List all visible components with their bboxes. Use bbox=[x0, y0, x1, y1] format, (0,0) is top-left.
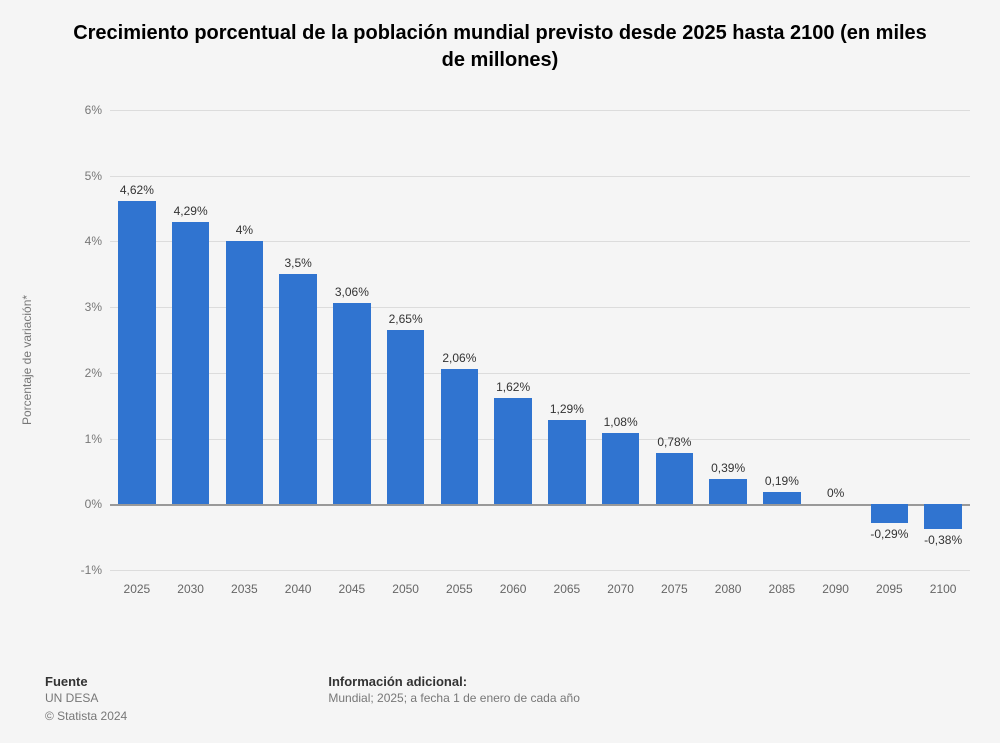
bar-value-label: 2,65% bbox=[389, 312, 423, 326]
chart-bar bbox=[333, 303, 371, 504]
x-tick: 2040 bbox=[285, 582, 312, 596]
chart-plot: -1%0%1%2%3%4%5%6%4,62%20254,29%20304%203… bbox=[110, 110, 970, 570]
bar-value-label: -0,38% bbox=[924, 533, 962, 547]
bar-value-label: -0,29% bbox=[870, 527, 908, 541]
footer-info-text: Mundial; 2025; a fecha 1 de enero de cad… bbox=[328, 689, 580, 707]
bar-value-label: 1,62% bbox=[496, 380, 530, 394]
chart-bar bbox=[602, 433, 640, 504]
x-tick: 2095 bbox=[876, 582, 903, 596]
chart-title: Crecimiento porcentual de la población m… bbox=[0, 0, 1000, 84]
chart-bar bbox=[656, 453, 694, 504]
y-tick: 5% bbox=[85, 169, 102, 183]
chart-bar bbox=[172, 222, 210, 504]
y-tick: 2% bbox=[85, 366, 102, 380]
chart-bar bbox=[709, 479, 747, 505]
y-tick: 4% bbox=[85, 234, 102, 248]
zero-line bbox=[110, 504, 970, 506]
chart-bar bbox=[441, 369, 479, 504]
x-tick: 2050 bbox=[392, 582, 419, 596]
chart-bar bbox=[118, 201, 156, 505]
bar-value-label: 0,39% bbox=[711, 461, 745, 475]
bar-value-label: 1,08% bbox=[604, 415, 638, 429]
x-tick: 2070 bbox=[607, 582, 634, 596]
x-tick: 2030 bbox=[177, 582, 204, 596]
chart-bar bbox=[494, 398, 532, 504]
grid-line bbox=[110, 110, 970, 111]
y-tick: 0% bbox=[85, 497, 102, 511]
x-tick: 2090 bbox=[822, 582, 849, 596]
y-tick: 3% bbox=[85, 300, 102, 314]
y-tick: 1% bbox=[85, 432, 102, 446]
x-tick: 2085 bbox=[769, 582, 796, 596]
bar-value-label: 4% bbox=[236, 223, 253, 237]
bar-value-label: 0% bbox=[827, 486, 844, 500]
x-tick: 2100 bbox=[930, 582, 957, 596]
x-tick: 2060 bbox=[500, 582, 527, 596]
chart-bar bbox=[226, 241, 264, 504]
x-tick: 2035 bbox=[231, 582, 258, 596]
x-tick: 2055 bbox=[446, 582, 473, 596]
y-axis-label: Porcentaje de variación* bbox=[20, 295, 34, 425]
footer-source-heading: Fuente bbox=[45, 674, 88, 689]
chart-bar bbox=[924, 504, 962, 529]
bar-value-label: 0,78% bbox=[657, 435, 691, 449]
footer-info-heading: Información adicional: bbox=[328, 674, 467, 689]
chart-footer: Fuente UN DESA © Statista 2024 Informaci… bbox=[45, 674, 955, 725]
grid-line bbox=[110, 176, 970, 177]
footer-copyright: © Statista 2024 bbox=[45, 707, 325, 725]
grid-line bbox=[110, 570, 970, 571]
bar-value-label: 3,5% bbox=[284, 256, 311, 270]
bar-value-label: 3,06% bbox=[335, 285, 369, 299]
chart-bar bbox=[279, 274, 317, 504]
chart-bar bbox=[548, 420, 586, 505]
bar-value-label: 4,29% bbox=[174, 204, 208, 218]
chart-area: -1% 0% 1% 2% 3% 4% 5% 6% 4,62% 2025 4,29% 2030 4% 203… bbox=[70, 100, 970, 620]
y-tick: 6% bbox=[85, 103, 102, 117]
x-tick: 2065 bbox=[554, 582, 581, 596]
footer-source-text: UN DESA bbox=[45, 689, 325, 707]
bar-value-label: 0,19% bbox=[765, 474, 799, 488]
x-tick: 2025 bbox=[124, 582, 151, 596]
bar-value-label: 4,62% bbox=[120, 183, 154, 197]
y-tick: -1% bbox=[81, 563, 102, 577]
x-tick: 2080 bbox=[715, 582, 742, 596]
x-tick: 2045 bbox=[339, 582, 366, 596]
chart-bar bbox=[871, 504, 909, 523]
bar-value-label: 1,29% bbox=[550, 402, 584, 416]
chart-bar bbox=[763, 492, 801, 504]
chart-bar bbox=[387, 330, 425, 504]
x-tick: 2075 bbox=[661, 582, 688, 596]
bar-value-label: 2,06% bbox=[442, 351, 476, 365]
